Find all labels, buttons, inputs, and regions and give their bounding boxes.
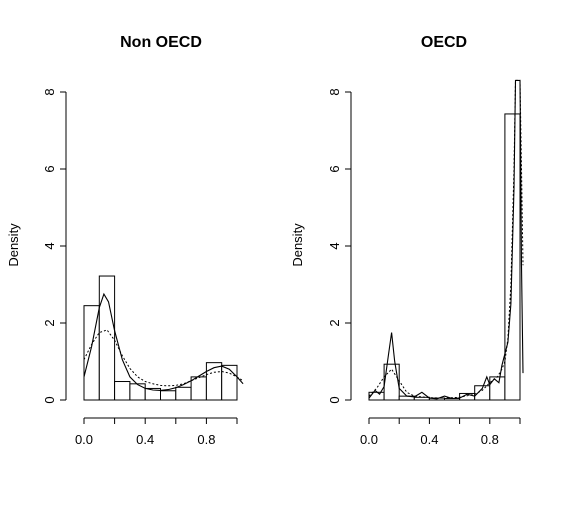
non-oecd-bar-9 [222,365,237,400]
non-oecd-x-tick-label: 0.0 [75,432,93,447]
non-oecd-y-axis: 0 2 4 6 8 [42,88,66,403]
non-oecd-y-tick-label: 4 [42,242,57,249]
non-oecd-bars [84,276,237,400]
oecd-x-tick-label: 0.8 [481,432,499,447]
non-oecd-x-tick-label: 0.4 [136,432,154,447]
non-oecd-panel: Non OECD 0.0 0.4 0.8 0 2 4 6 8 Density [6,34,243,447]
non-oecd-y-tick-label: 2 [42,319,57,326]
non-oecd-y-tick-label: 8 [42,88,57,95]
oecd-density-line-solid [369,80,523,398]
non-oecd-x-tick-label: 0.8 [197,432,215,447]
oecd-bar-8 [490,377,505,400]
oecd-y-tick-label: 8 [327,88,342,95]
non-oecd-x-axis: 0.0 0.4 0.8 [75,418,237,447]
non-oecd-bar-1 [99,276,114,400]
non-oecd-bar-3 [130,384,145,400]
non-oecd-bar-5 [161,391,176,400]
oecd-y-tick-label: 6 [327,165,342,172]
non-oecd-bar-2 [115,382,130,400]
oecd-panel: OECD 0.0 0.4 0.8 0 2 4 6 8 Density [290,34,523,447]
oecd-y-tick-label: 0 [327,396,342,403]
oecd-bar-0 [369,392,384,400]
non-oecd-title: Non OECD [120,34,202,51]
oecd-y-axis-label: Density [290,223,305,267]
oecd-x-tick-label: 0.4 [420,432,438,447]
oecd-bars [369,114,520,400]
oecd-x-axis: 0.0 0.4 0.8 [360,418,520,447]
oecd-y-tick-label: 4 [327,242,342,249]
oecd-density-line-dotted [369,80,523,398]
oecd-y-axis: 0 2 4 6 8 [327,88,351,403]
non-oecd-y-axis-label: Density [6,223,21,267]
oecd-curves [369,80,523,398]
non-oecd-bar-6 [176,387,191,400]
oecd-x-tick-label: 0.0 [360,432,378,447]
non-oecd-y-tick-label: 6 [42,165,57,172]
oecd-title: OECD [421,34,467,51]
oecd-y-tick-label: 2 [327,319,342,326]
non-oecd-y-tick-label: 0 [42,396,57,403]
